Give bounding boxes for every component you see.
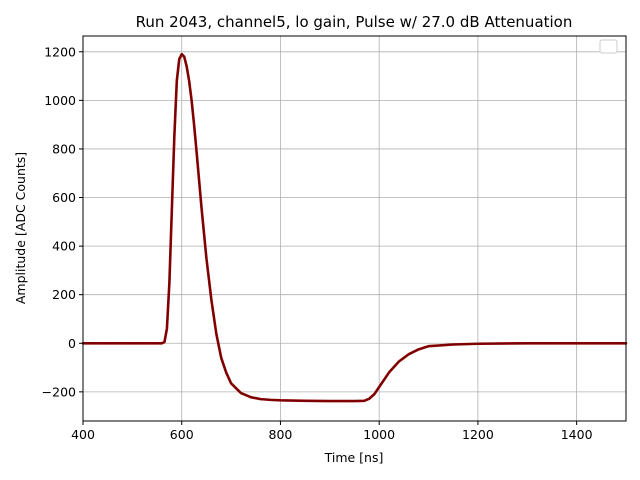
x-tick-label: 1000 <box>363 427 395 442</box>
chart-title: Run 2043, channel5, lo gain, Pulse w/ 27… <box>136 13 573 31</box>
x-tick-label: 1200 <box>462 427 494 442</box>
x-tick-label: 600 <box>170 427 194 442</box>
series-line-texture <box>83 53 626 402</box>
y-tick-label: 0 <box>68 336 76 351</box>
y-tick-label: 1000 <box>44 93 76 108</box>
x-tick-label: 800 <box>269 427 293 442</box>
y-tick-label: −200 <box>42 384 76 399</box>
x-tick-label: 400 <box>71 427 95 442</box>
y-tick-label: 1200 <box>44 44 76 59</box>
y-axis-label: Amplitude [ADC Counts] <box>13 152 28 304</box>
x-axis-label: Time [ns] <box>324 450 384 465</box>
x-tick-label: 1400 <box>561 427 593 442</box>
y-tick-label: 400 <box>52 239 76 254</box>
axis-ticks: 400 600 800 1000 1200 1400 −200 0 200 400 600 800 10… <box>42 44 593 442</box>
y-tick-label: 600 <box>52 190 76 205</box>
plot-series <box>81 52 628 403</box>
plot-frame <box>82 35 627 422</box>
legend-box <box>599 39 618 54</box>
y-tick-label: 800 <box>52 141 76 156</box>
y-tick-label: 200 <box>52 287 76 302</box>
